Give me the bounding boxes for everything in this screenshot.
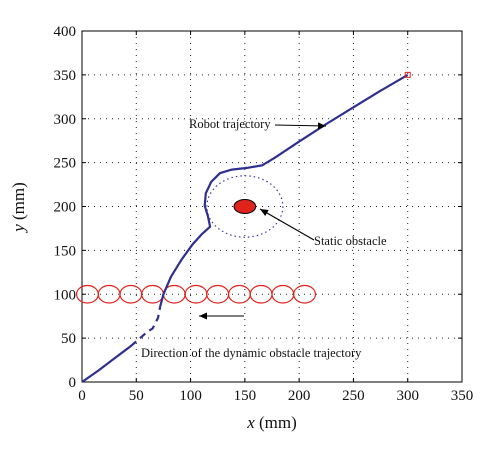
- chart-marks: [75, 71, 411, 383]
- y-tick-label: 300: [54, 112, 77, 128]
- dynamic-obstacle-circle: [293, 284, 317, 304]
- arrow-robot-trajectory-shaft: [274, 124, 327, 127]
- annotation-dynamic-direction: Direction of the dynamic obstacle trajec…: [141, 346, 362, 360]
- static-obstacle: [233, 198, 257, 215]
- arrow-robot-trajectory: [274, 122, 327, 130]
- y-tick-label: 400: [54, 24, 77, 40]
- robot-trajectory-dashed-line: [130, 306, 162, 347]
- plot-frame: [81, 30, 463, 383]
- dynamic-obstacle-circle: [206, 284, 230, 304]
- axis-ticks: 0 50 100 150 200 250 300 350 0 50 100 150 200 250 300 3…: [54, 24, 474, 404]
- x-tick-label: 100: [179, 388, 202, 404]
- arrow-dynamic-direction: [199, 312, 244, 320]
- y-tick-label: 0: [69, 375, 77, 391]
- x-tick-label: 350: [451, 388, 474, 404]
- y-tick-label: 100: [54, 287, 77, 303]
- x-tick-label: 50: [129, 388, 144, 404]
- annotation-robot-trajectory: Robot trajectory: [189, 117, 271, 131]
- dynamic-obstacle-circle: [75, 284, 99, 304]
- y-tick-label: 150: [54, 243, 77, 259]
- dynamic-obstacle-circle: [97, 284, 121, 304]
- annotation-static-obstacle: Static obstacle: [314, 234, 387, 248]
- grid: [82, 31, 462, 382]
- x-tick-label: 200: [288, 388, 311, 404]
- robot-trajectory-line: [81, 345, 132, 383]
- y-tick-label: 50: [61, 331, 76, 347]
- dynamic-obstacle-circle: [227, 284, 251, 304]
- safety-circle: [206, 175, 284, 238]
- y-axis-label: y (mm): [9, 182, 28, 234]
- arrow-static-obstacle-shaft: [259, 208, 315, 241]
- x-tick-label: 0: [78, 388, 86, 404]
- y-tick-label: 350: [54, 68, 77, 84]
- x-tick-label: 250: [342, 388, 365, 404]
- start-marker: [404, 71, 411, 78]
- arrow-static-obstacle: [259, 208, 315, 241]
- robot-trajectory-line: [159, 73, 409, 307]
- y-tick-label: 250: [54, 156, 77, 172]
- x-tick-label: 300: [396, 388, 419, 404]
- arrow-static-obstacle-head: [260, 209, 269, 217]
- x-axis-label: x (mm): [246, 413, 297, 432]
- dynamic-obstacle-circle: [271, 284, 295, 304]
- arrow-dynamic-direction-head: [199, 312, 207, 320]
- x-tick-label: 150: [234, 388, 257, 404]
- arrow-robot-trajectory-head: [317, 122, 326, 130]
- y-tick-label: 200: [54, 200, 77, 216]
